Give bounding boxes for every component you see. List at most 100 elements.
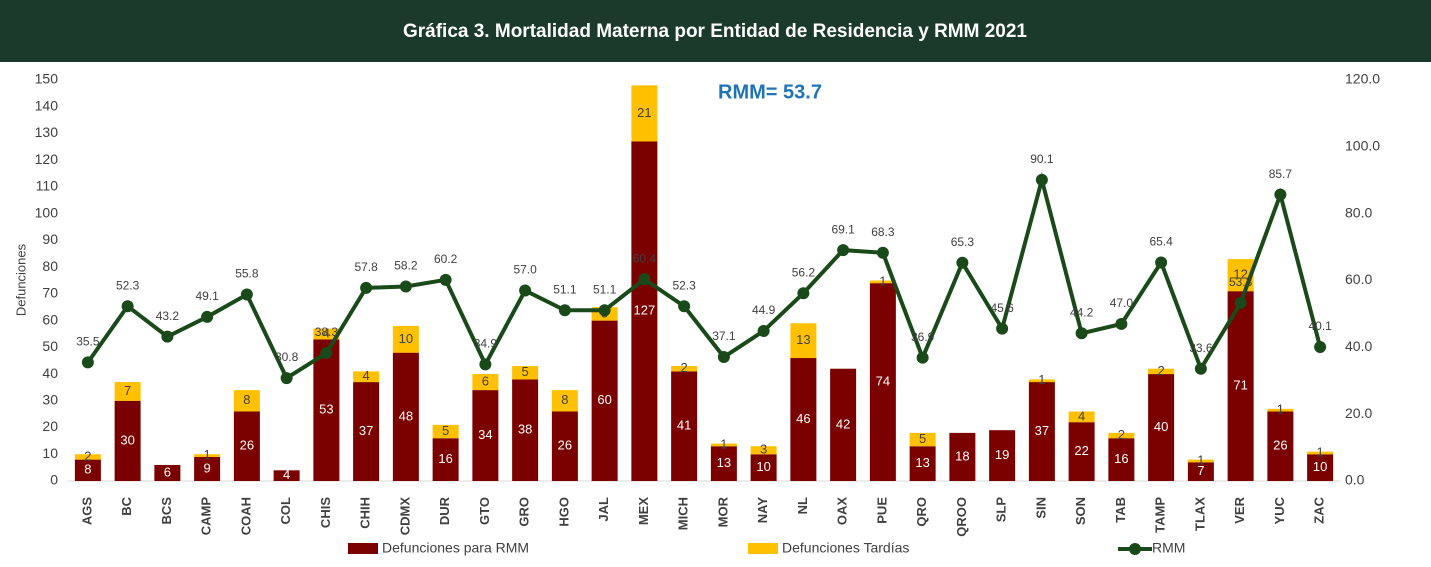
bar-segment (869, 280, 896, 284)
bar-label: 19 (995, 447, 1009, 462)
rmm-label: 57.0 (513, 263, 537, 277)
rmm-marker (956, 256, 969, 269)
bar-label: 4 (1078, 408, 1085, 423)
rmm-label: 38.3 (315, 325, 339, 339)
y-tick-label: 50 (42, 338, 58, 354)
bar-label: 30 (120, 432, 134, 447)
bar-segment (949, 432, 976, 481)
bar-label: 1 (1277, 402, 1284, 417)
rmm-marker (1035, 173, 1048, 186)
x-tick-label: JAL (596, 497, 611, 522)
rmm-label: 60.4 (633, 251, 657, 265)
bar-label: 26 (240, 438, 254, 453)
legend-swatch (348, 543, 378, 554)
bar-label: 48 (399, 408, 413, 423)
bar-segment (1108, 438, 1135, 481)
y-tick-label: 150 (35, 71, 59, 87)
rmm-label: 60.2 (434, 252, 458, 266)
y2-tick-label: 80.0 (1345, 204, 1372, 220)
bar-segment (1108, 432, 1135, 439)
rmm-marker (916, 351, 929, 364)
x-tick-label: OAX (835, 497, 850, 526)
x-tick-label: BCS (159, 497, 174, 525)
rmm-marker (1115, 317, 1128, 330)
x-tick-label: YUC (1272, 496, 1287, 524)
bar-label: 37 (1035, 423, 1049, 438)
y-tick-label: 130 (35, 124, 59, 140)
rmm-label: 49.1 (195, 289, 219, 303)
y2-tick-label: 40.0 (1345, 338, 1372, 354)
rmm-label: 51.1 (553, 282, 577, 296)
rmm-marker (1234, 296, 1247, 309)
bar-label: 8 (84, 462, 91, 477)
bar-segment (750, 446, 777, 455)
rmm-marker (320, 347, 333, 360)
x-tick-label: MOR (715, 496, 730, 527)
bar-segment (1148, 368, 1175, 375)
bar-label: 127 (634, 303, 656, 318)
bar-segment (750, 454, 777, 481)
bar-segment (313, 328, 340, 340)
legend-label: Defunciones Tardías (782, 540, 909, 556)
bar-label: 26 (1273, 438, 1287, 453)
rmm-line (86, 172, 1323, 381)
rmm-label: 56.2 (792, 265, 816, 279)
y-tick-label: 140 (35, 97, 59, 113)
bar-label: 7 (124, 383, 131, 398)
rmm-marker (280, 372, 293, 385)
x-tick-label: TAB (1113, 497, 1128, 523)
bar-segment (1267, 408, 1294, 412)
y2-tick-label: 60.0 (1345, 271, 1372, 287)
bar-label: 2 (1158, 363, 1165, 378)
bar-segment (671, 371, 698, 481)
rmm-label: 45.6 (990, 301, 1014, 315)
rmm-label: 69.1 (831, 222, 855, 236)
x-tick-label: ZAC (1312, 496, 1327, 523)
x-tick-label: SON (1073, 497, 1088, 525)
bar-label: 1 (204, 447, 211, 462)
rmm-marker (479, 358, 492, 371)
bar-label: 34 (478, 427, 492, 442)
bar-segment (671, 366, 698, 372)
bar-label: 13 (796, 332, 810, 347)
x-tick-label: SIN (1033, 497, 1048, 519)
bar-label: 21 (637, 105, 651, 120)
bar-label: 4 (363, 368, 370, 383)
bar-segment (551, 411, 578, 481)
bar-label: 60 (597, 392, 611, 407)
bar-label: 7 (1197, 463, 1204, 478)
bar-segment (1307, 451, 1334, 455)
rmm-marker (837, 244, 850, 257)
x-tick-label: CHIH (358, 497, 373, 529)
bar-label: 46 (796, 411, 810, 426)
bar-label: 5 (919, 431, 926, 446)
bar-segment (790, 358, 817, 481)
y-tick-label: 100 (35, 204, 59, 220)
x-tick-label: SLP (994, 497, 1009, 523)
bar-segment (710, 443, 737, 447)
rmm-label: 30.8 (275, 350, 299, 364)
bar-label: 1 (1197, 452, 1204, 467)
rmm-marker (360, 281, 373, 294)
bar-segment (512, 366, 539, 380)
x-tick-label: NL (795, 497, 810, 514)
bar-label: 38 (518, 422, 532, 437)
bar-segment (74, 454, 101, 460)
bar-segment (114, 400, 141, 481)
y-tick-label: 40 (42, 365, 58, 381)
rmm-label: 44.9 (752, 303, 776, 317)
rmm-label: 65.3 (951, 235, 975, 249)
bar-segment (313, 339, 340, 481)
x-tick-label: CHIS (318, 497, 333, 528)
rmm-label: 52.3 (672, 278, 696, 292)
bar-label: 26 (558, 438, 572, 453)
rmm-label: 57.8 (354, 260, 378, 274)
bar-segment (154, 464, 181, 481)
bar-segment (432, 424, 459, 439)
rmm-label: 53.3 (1229, 275, 1253, 289)
bar-label: 1 (1038, 372, 1045, 387)
x-tick-label: VER (1232, 496, 1247, 523)
rmm-marker (598, 304, 611, 317)
bar-segment (591, 320, 618, 481)
